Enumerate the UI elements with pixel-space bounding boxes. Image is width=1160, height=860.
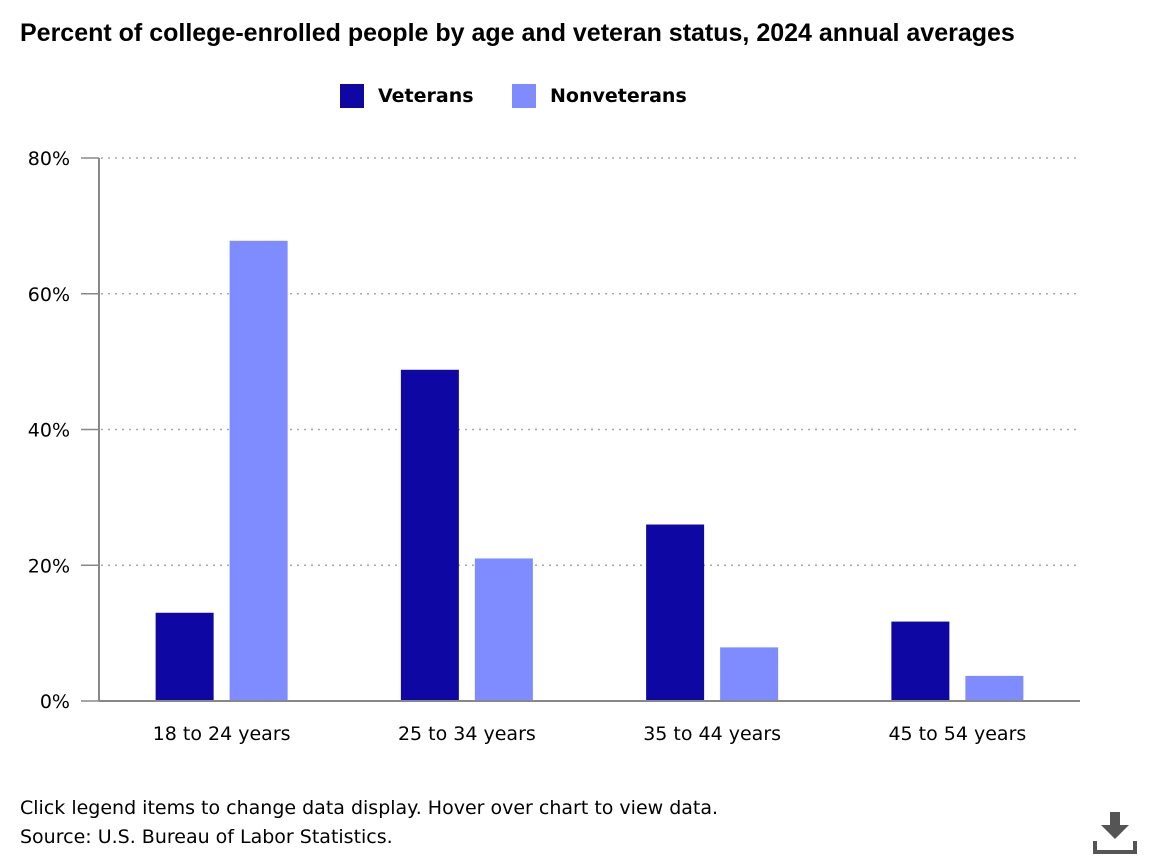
bar-nonveterans-18-to-24-years[interactable] [229,240,288,701]
x-tick-label-18-to-24-years: 18 to 24 years [153,723,291,745]
bar-veterans-18-to-24-years[interactable] [155,612,214,701]
y-tick-label-40: 40% [28,420,70,442]
chart-footer: Click legend items to change data displa… [20,794,718,852]
x-tick-label-25-to-34-years: 25 to 34 years [398,723,536,745]
y-tick-label-0: 0% [40,691,70,713]
legend-label-veterans: Veterans [378,85,474,107]
y-tick-label-60: 60% [28,284,70,306]
bar-veterans-45-to-54-years[interactable] [891,621,950,701]
footer-note: Click legend items to change data displa… [20,797,719,819]
legend-swatch-nonveterans [512,84,536,108]
chart-title: Percent of college-enrolled people by ag… [20,19,1015,47]
bars [155,240,1024,701]
bar-veterans-35-to-44-years[interactable] [646,524,705,701]
x-tick-label-35-to-44-years: 35 to 44 years [643,723,781,745]
axes [81,157,1080,702]
bar-nonveterans-35-to-44-years[interactable] [720,647,779,701]
x-tick-label-45-to-54-years: 45 to 54 years [888,723,1026,745]
bar-nonveterans-45-to-54-years[interactable] [965,675,1024,701]
y-axis-tick-labels: 0% 20% 40% 60% 80% [28,148,70,713]
legend-label-nonveterans: Nonveterans [550,85,687,107]
download-button[interactable] [1090,808,1140,856]
footer-source: Source: U.S. Bureau of Labor Statistics. [20,826,393,848]
bar-nonveterans-25-to-34-years[interactable] [474,558,533,701]
bar-veterans-25-to-34-years[interactable] [400,369,459,701]
bar-chart[interactable]: 0% 20% 40% 60% 80% 18 to 24 years 25 to 34 ye… [0,0,1160,790]
download-icon [1093,812,1137,854]
legend-item-nonveterans[interactable]: Nonveterans [512,84,687,108]
y-tick-label-80: 80% [28,148,70,170]
legend-swatch-veterans [340,84,364,108]
legend: Veterans Nonveterans [0,84,1160,114]
y-tick-label-20: 20% [28,555,70,577]
legend-item-veterans[interactable]: Veterans [340,84,474,108]
x-axis-tick-labels: 18 to 24 years 25 to 34 years 35 to 44 yea… [153,723,1027,745]
